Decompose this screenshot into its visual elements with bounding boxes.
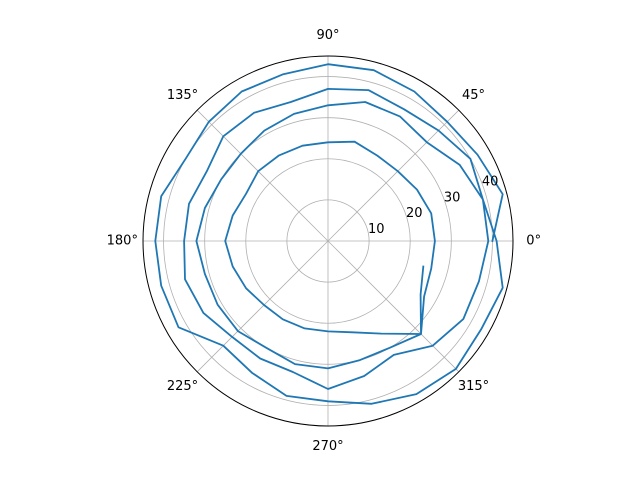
- theta-tick-label-135: 135°: [167, 88, 198, 103]
- grid-spoke-315: [327, 240, 460, 373]
- theta-tick-label-0: 0°: [526, 234, 541, 249]
- r-tick-label-40: 40: [482, 175, 499, 190]
- theta-tick-label-90: 90°: [316, 28, 339, 43]
- theta-tick-labels: 0° 45° 90° 135° 180° 225° 270° 315°: [107, 28, 541, 454]
- theta-tick-label-315: 315°: [458, 379, 489, 394]
- series-layer: [154, 63, 504, 405]
- theta-tick-label-225: 225°: [167, 379, 198, 394]
- angular-grid: [143, 56, 513, 426]
- theta-tick-label-45: 45°: [462, 88, 485, 103]
- r-tick-label-10: 10: [368, 222, 385, 237]
- r-tick-label-20: 20: [406, 206, 423, 221]
- r-tick-labels: 10 20 30 40: [368, 175, 498, 237]
- grid-spoke-45: [327, 109, 460, 242]
- theta-tick-label-180: 180°: [107, 234, 138, 249]
- series-line-0: [154, 63, 504, 405]
- grid-spoke-225: [196, 240, 329, 373]
- theta-tick-label-270: 270°: [312, 439, 343, 454]
- grid-spoke-135: [196, 109, 329, 242]
- polar-frame: [142, 55, 514, 427]
- r-tick-label-30: 30: [444, 190, 461, 205]
